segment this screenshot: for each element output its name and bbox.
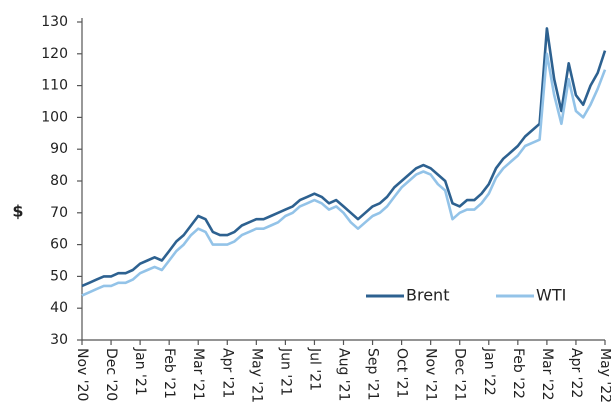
y-tick-label: 120 <box>41 46 68 62</box>
x-tick-label: Feb '21 <box>161 348 177 399</box>
x-tick-label: Dec '21 <box>452 348 468 401</box>
x-tick-label: Jan '22 <box>481 347 497 396</box>
y-tick-label: 90 <box>50 141 68 157</box>
x-tick-label: Mar '22 <box>539 348 555 401</box>
y-tick-label: 80 <box>50 173 68 189</box>
series-line <box>81 52 607 297</box>
x-tick-label: Aug '21 <box>336 348 352 401</box>
y-tick-label: 100 <box>41 109 68 125</box>
x-tick-label: Nov '21 <box>423 348 439 401</box>
x-tick-label: Feb '22 <box>510 348 526 399</box>
legend-label: WTI <box>536 286 566 305</box>
x-tick-label: Nov '20 <box>74 348 90 401</box>
x-tick-label: Jun '21 <box>277 347 293 396</box>
x-tick-label: May '21 <box>248 348 264 403</box>
x-tick-label: Apr '22 <box>568 348 584 398</box>
x-tick-label: Sep '21 <box>365 348 381 401</box>
y-tick-label: 60 <box>50 237 68 253</box>
y-tick-label: 70 <box>50 205 68 221</box>
y-tick-label: 110 <box>41 78 68 94</box>
y-tick-label: 50 <box>50 268 68 284</box>
x-tick-label: Mar '21 <box>190 348 206 401</box>
y-tick-label: 130 <box>41 14 68 30</box>
series-line <box>81 27 607 288</box>
x-tick-label: Oct '21 <box>394 348 410 398</box>
y-tick-label: 40 <box>50 300 68 316</box>
legend-label: Brent <box>406 286 449 305</box>
x-tick-label: Dec '20 <box>103 348 119 401</box>
y-tick-label: 30 <box>50 332 68 348</box>
x-tick-label: Jul '21 <box>306 347 322 391</box>
x-tick-label: Jan '21 <box>132 347 148 396</box>
y-axis-label: $ <box>12 202 23 221</box>
x-tick-label: May '22 <box>597 348 611 403</box>
x-tick-label: Apr '21 <box>219 348 235 398</box>
